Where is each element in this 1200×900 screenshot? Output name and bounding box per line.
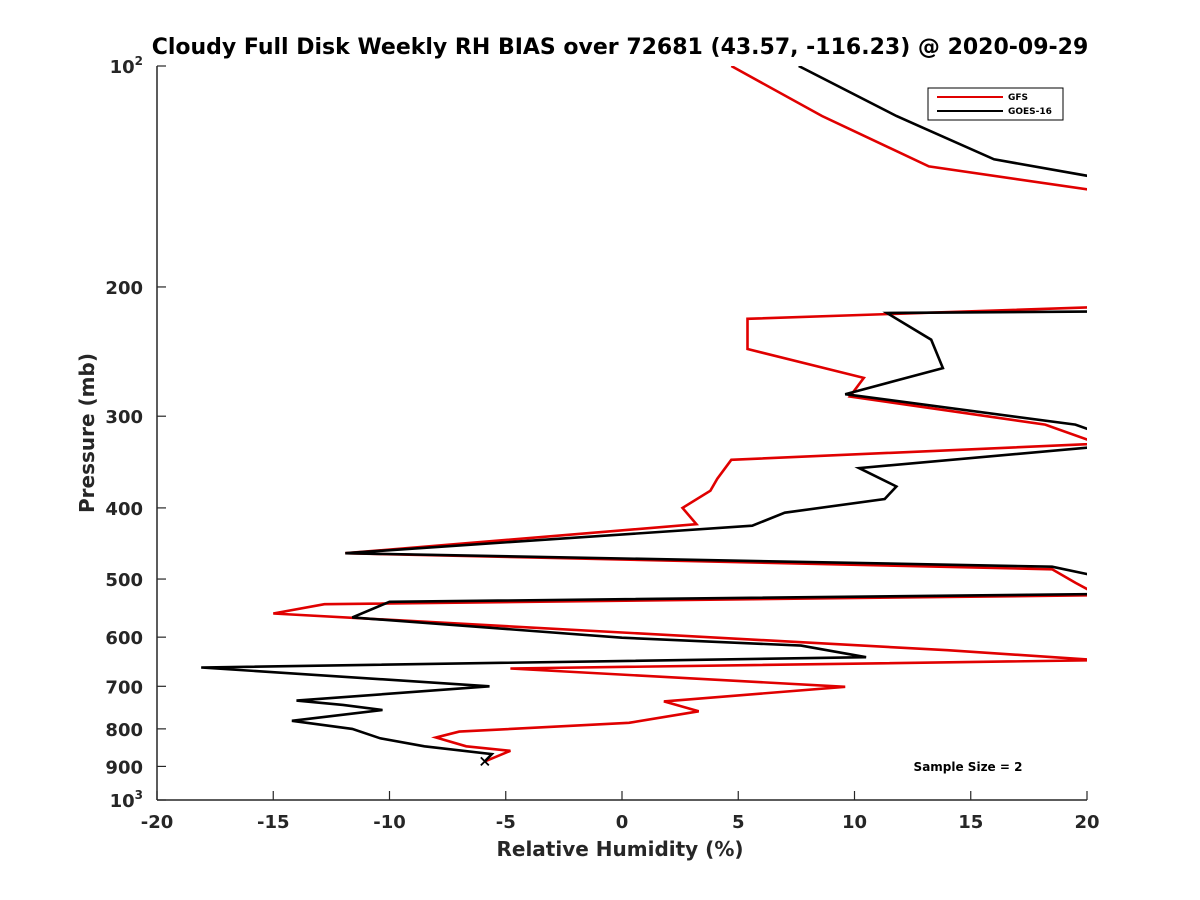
chart-title: Cloudy Full Disk Weekly RH BIAS over 726… [152, 35, 1089, 60]
sample-size-annotation: Sample Size = 2 [914, 760, 1023, 774]
x-tick-label: 20 [1074, 812, 1099, 833]
x-axis-label: Relative Humidity (%) [496, 837, 743, 861]
legend-label-gfs: GFS [1008, 93, 1028, 103]
y-axis-label: Pressure (mb) [75, 353, 99, 513]
x-tick-label: -5 [496, 812, 516, 833]
legend-label-goes16: GOES-16 [1008, 107, 1052, 117]
y-tick-label: 102 [110, 54, 143, 78]
x-tick-label: 10 [842, 812, 867, 833]
y-tick-label: 700 [105, 677, 143, 698]
series-line-goes16 [201, 66, 1087, 763]
y-tick-label: 400 [105, 499, 143, 520]
y-tick-label: 800 [105, 720, 143, 741]
x-tick-label: -20 [141, 812, 174, 833]
endpoint-marker [480, 756, 490, 767]
x-tick-label: -15 [257, 812, 290, 833]
y-tick-label: 200 [105, 278, 143, 299]
y-tick-label: 900 [105, 757, 143, 778]
x-tick-label: 0 [616, 812, 629, 833]
y-tick-label: 600 [105, 628, 143, 649]
plot-background [157, 66, 1087, 800]
series-layer [201, 66, 1087, 767]
y-tick-label: 300 [105, 407, 143, 428]
x-tick-label: 15 [958, 812, 983, 833]
x-tick-label: 5 [732, 812, 745, 833]
y-tick-label: 500 [105, 570, 143, 591]
x-axis-ticks: -20 -15 -10 -5 0 5 10 15 20 [141, 791, 1100, 833]
legend-box [927, 87, 1064, 121]
y-tick-label: 103 [110, 788, 143, 812]
y-axis-ticks: 102 200 300 400 500 600 700 800 900 103 [105, 54, 166, 812]
legend: GFS GOES-16 [927, 87, 1064, 121]
plot-area: -20 -15 -10 -5 0 5 10 15 20 102 200 300 400 500 600 70… [105, 54, 1099, 833]
x-tick-label: -10 [373, 812, 406, 833]
